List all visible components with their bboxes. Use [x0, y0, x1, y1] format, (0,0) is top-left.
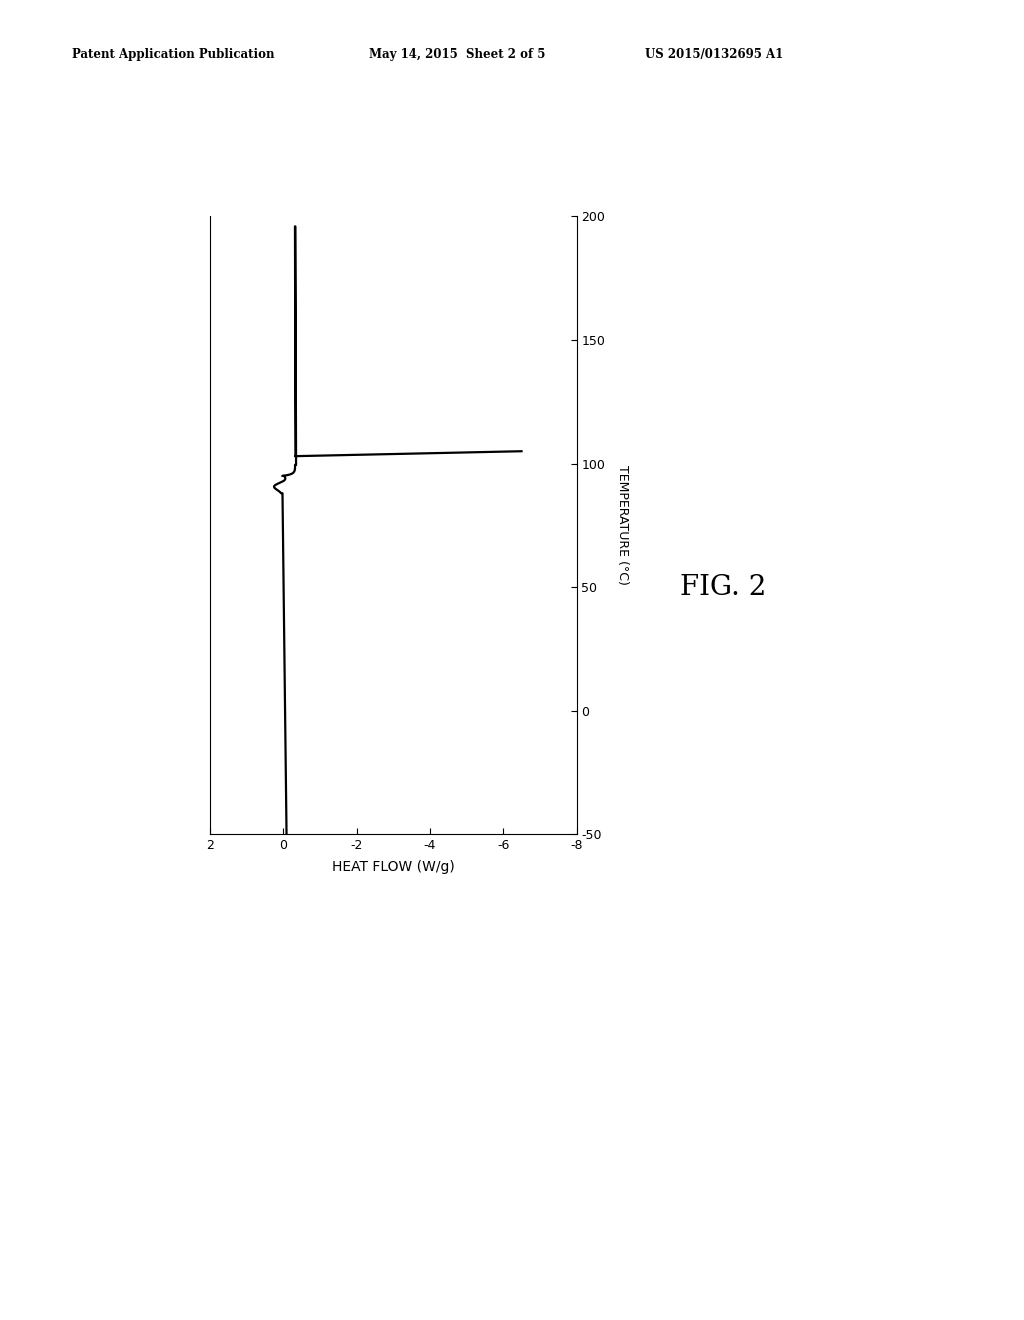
Y-axis label: TEMPERATURE (°C): TEMPERATURE (°C) [616, 466, 630, 585]
Text: May 14, 2015  Sheet 2 of 5: May 14, 2015 Sheet 2 of 5 [369, 48, 545, 61]
Text: US 2015/0132695 A1: US 2015/0132695 A1 [645, 48, 783, 61]
X-axis label: HEAT FLOW (W/g): HEAT FLOW (W/g) [332, 861, 455, 874]
Text: FIG. 2: FIG. 2 [680, 574, 766, 601]
Text: Patent Application Publication: Patent Application Publication [72, 48, 274, 61]
